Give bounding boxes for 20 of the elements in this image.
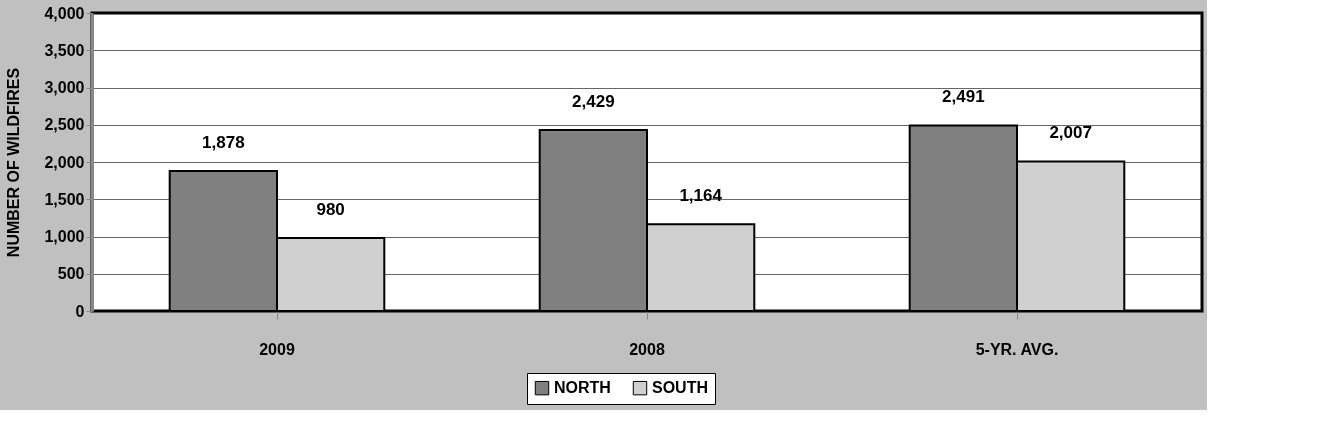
y-tick-label: 1,000	[44, 228, 85, 245]
y-tick-label: 3,500	[44, 41, 85, 59]
x-tick-label: 5-YR. AVG.	[975, 340, 1059, 358]
x-tick-label: 2009	[259, 340, 295, 358]
y-tick-label: 2,000	[44, 153, 85, 171]
data-label: 980	[316, 199, 345, 219]
y-tick-label: 4,000	[44, 4, 85, 22]
y-tick-label: 0	[75, 302, 85, 320]
data-label: 1,878	[202, 133, 245, 153]
y-tick-label: 2,500	[44, 116, 85, 134]
data-label: 2,429	[572, 92, 615, 112]
y-tick-label: 3,000	[44, 79, 85, 96]
data-label: 2,007	[1049, 123, 1092, 143]
legend-label: NORTH	[554, 379, 611, 397]
y-tick-label: 500	[57, 265, 85, 283]
y-tick-label: 1,500	[44, 190, 85, 208]
x-tick-label: 2008	[629, 340, 665, 358]
legend-label: SOUTH	[652, 379, 708, 397]
data-label: 2,491	[942, 87, 985, 107]
y-axis-title: NUMBER OF WILDFIRES	[5, 67, 23, 258]
